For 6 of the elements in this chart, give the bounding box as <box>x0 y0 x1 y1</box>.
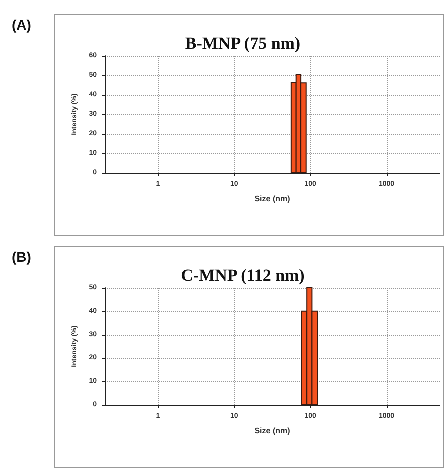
chart-title: B-MNP (75 nm) <box>185 34 301 53</box>
x-axis-title: Size (nm) <box>254 426 291 436</box>
x-axis-title: Size (nm) <box>254 194 291 204</box>
text: (B) <box>12 249 32 265</box>
text: (A) <box>12 17 32 33</box>
chart-title: C-MNP (112 nm) <box>181 266 305 285</box>
